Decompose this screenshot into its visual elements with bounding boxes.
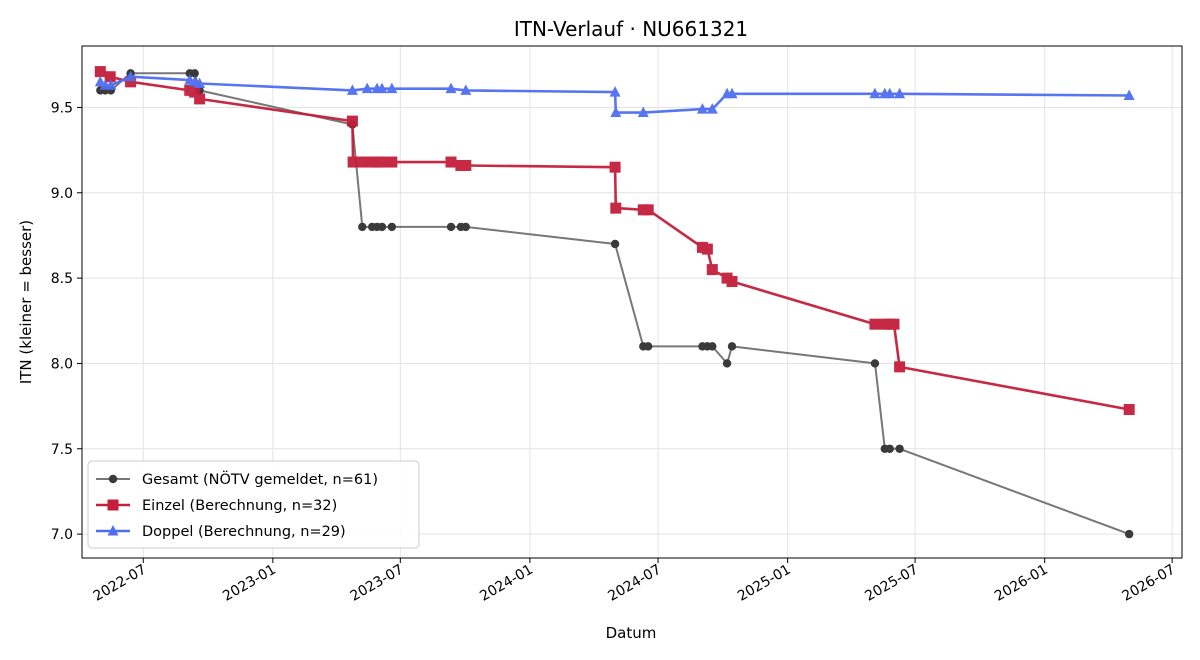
data-point-einzel [894, 361, 906, 373]
data-point-gesamt [1124, 529, 1134, 539]
data-point-doppel [637, 106, 649, 118]
legend-box [87, 460, 420, 549]
y-axis-ticks: 7.0 7.5 8.0 8.5 9.0 9.5 [51, 100, 82, 543]
data-point-einzel [609, 161, 621, 173]
data-point-gesamt [885, 444, 894, 453]
data-point-doppel [884, 87, 896, 99]
data-point-einzel [706, 264, 718, 276]
y-tick-label: 8.5 [51, 271, 73, 287]
data-point-doppel [361, 82, 373, 94]
data-point-einzel [386, 156, 398, 168]
series-einzel [94, 66, 1135, 416]
data-point-doppel [346, 84, 358, 95]
x-axis-title: Datum [606, 624, 657, 642]
data-point-einzel [642, 204, 654, 216]
data-point-einzel [888, 318, 900, 330]
data-point-doppel [1123, 89, 1135, 100]
data-point-gesamt [358, 222, 367, 232]
data-point-doppel [610, 106, 622, 118]
data-point-gesamt [643, 342, 653, 351]
data-point-gesamt [895, 444, 904, 453]
legend-marker-gesamt [108, 474, 118, 484]
y-tick-label: 9.5 [51, 100, 73, 116]
y-tick-label: 9.0 [51, 186, 73, 202]
series-doppel [94, 70, 1135, 118]
data-point-gesamt [727, 342, 737, 351]
y-tick-label: 7.5 [51, 442, 73, 458]
data-point-einzel [726, 276, 738, 288]
legend-entry-gesamt: Gesamt (NÖTV gemeldet, n=61) [96, 470, 378, 488]
data-point-gesamt [446, 222, 456, 232]
data-point-doppel [460, 84, 472, 95]
plot-frame [81, 45, 1183, 559]
data-point-doppel [125, 70, 137, 82]
data-point-doppel [376, 82, 388, 94]
y-axis-title: ITN (kleiner = besser) [17, 220, 35, 384]
data-point-einzel [376, 156, 388, 168]
data-point-einzel [125, 76, 137, 88]
legend-label: Doppel (Berechnung, n=29) [142, 524, 346, 540]
data-point-gesamt [870, 359, 880, 368]
data-point-einzel [1123, 404, 1135, 416]
data-point-gesamt [377, 222, 387, 232]
data-point-einzel [869, 318, 881, 330]
data-point-gesamt [610, 239, 620, 249]
data-point-gesamt [387, 222, 397, 232]
data-point-einzel [610, 202, 622, 214]
legend-label: Einzel (Berechnung, n=32) [142, 498, 337, 514]
y-tick-label: 8.0 [51, 356, 73, 372]
data-point-einzel [445, 156, 457, 168]
data-point-doppel [105, 79, 117, 90]
data-point-doppel [194, 77, 206, 89]
y-tick-label: 7.0 [51, 527, 73, 543]
legend: Gesamt (NÖTV gemeldet, n=61) Einzel (Bere… [87, 460, 420, 549]
data-point-einzel [189, 86, 201, 98]
data-series [94, 66, 1135, 539]
data-point-einzel [194, 93, 206, 105]
data-point-gesamt [722, 359, 732, 368]
data-point-doppel [894, 87, 906, 99]
legend-entry-doppel: Doppel (Berechnung, n=29) [96, 524, 346, 540]
data-point-einzel [356, 156, 368, 168]
grid-lines [82, 46, 1182, 558]
legend-label: Gesamt (NÖTV gemeldet, n=61) [142, 470, 378, 488]
data-point-einzel [94, 66, 106, 78]
data-point-gesamt [461, 222, 471, 232]
data-point-doppel [726, 87, 738, 99]
legend-marker-einzel [107, 499, 119, 511]
data-point-gesamt [190, 69, 199, 78]
data-point-einzel [701, 243, 713, 255]
data-point-einzel [460, 159, 472, 171]
data-point-doppel [445, 82, 457, 94]
data-point-doppel [609, 86, 621, 97]
data-point-doppel [696, 103, 708, 114]
series-gesamt [96, 69, 1134, 539]
data-point-doppel [386, 82, 398, 94]
data-point-gesamt [708, 342, 717, 351]
legend-marker-doppel [107, 525, 119, 536]
data-point-einzel [347, 156, 359, 168]
data-point-einzel [104, 71, 116, 83]
data-point-einzel [346, 115, 358, 127]
data-point-doppel [706, 103, 718, 114]
data-point-doppel [869, 87, 881, 99]
legend-entry-einzel: Einzel (Berechnung, n=32) [96, 498, 337, 514]
chart-title: ITN-Verlauf · NU661321 [514, 17, 748, 41]
